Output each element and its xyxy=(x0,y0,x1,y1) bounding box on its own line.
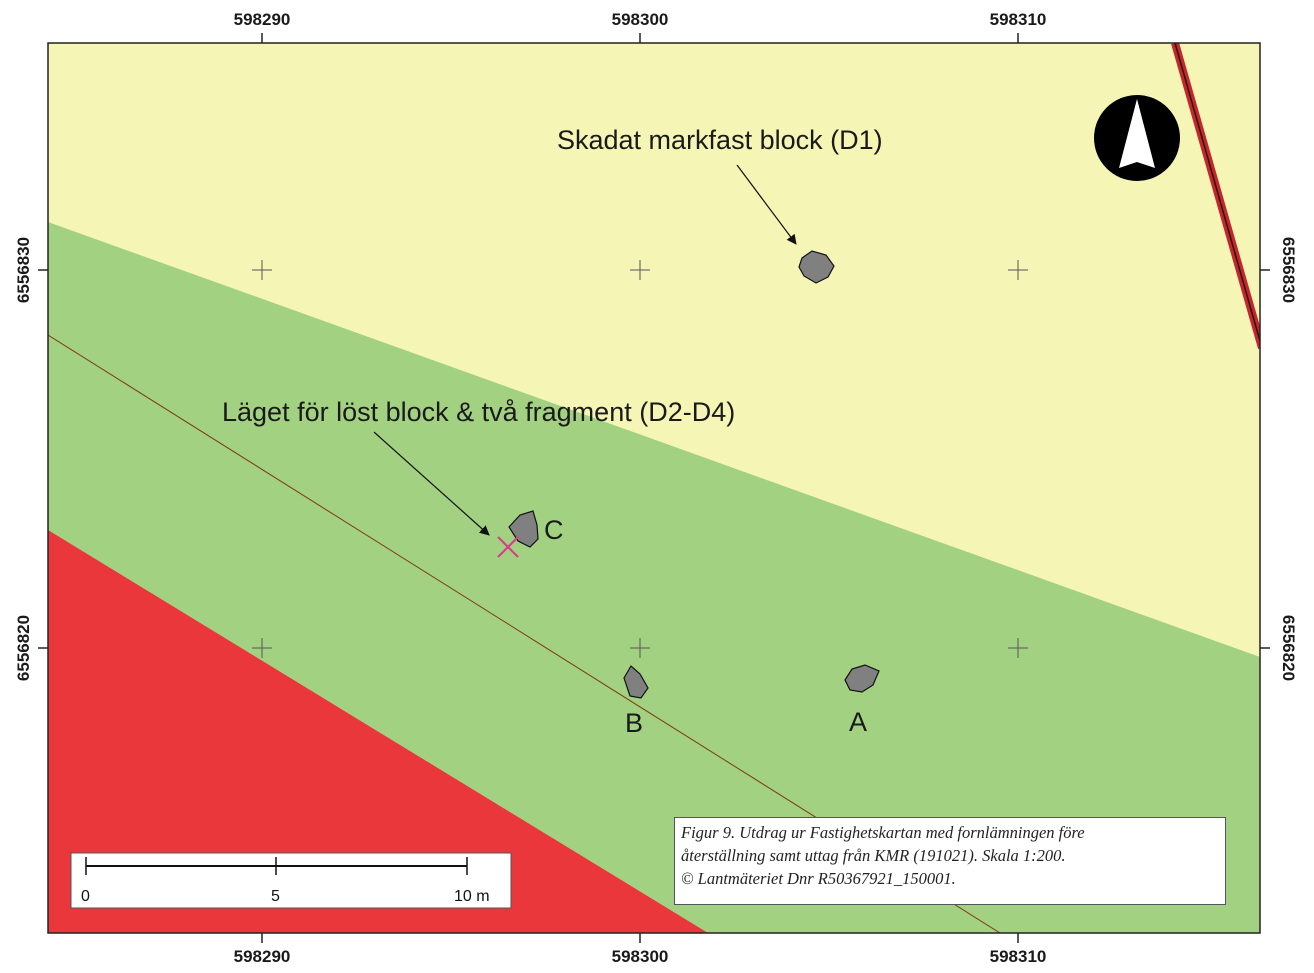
x-label-top-2: 598300 xyxy=(612,10,669,29)
label-loose: Läget för löst block & två fragment (D2-… xyxy=(222,397,735,427)
label-block-c: C xyxy=(544,515,564,545)
scale-tick-10: 10 m xyxy=(454,888,490,905)
x-label-top-1: 598290 xyxy=(234,10,291,29)
block-d1 xyxy=(798,250,835,284)
map-frame xyxy=(47,42,1261,934)
scale-bar: 0 5 10 m xyxy=(70,852,512,909)
red-zone xyxy=(48,530,708,933)
y-label-left-1: 6556830 xyxy=(14,237,33,303)
caption-line-3: © Lantmäteriet Dnr R50367921_150001. xyxy=(681,869,956,888)
y-label-right-2: 6556820 xyxy=(1279,615,1298,681)
arrow-d1 xyxy=(736,164,797,245)
x-label-top-3: 598310 xyxy=(990,10,1047,29)
scale-tick-5: 5 xyxy=(271,888,280,905)
label-block-a: A xyxy=(849,707,867,737)
y-label-left-2: 6556820 xyxy=(14,615,33,681)
x-label-bottom-3: 598310 xyxy=(990,947,1047,966)
block-b xyxy=(623,665,649,699)
scale-tick-0: 0 xyxy=(81,888,90,905)
frame-ticks xyxy=(38,33,1270,943)
x-label-bottom-1: 598290 xyxy=(234,947,291,966)
x-label-bottom-2: 598300 xyxy=(612,947,669,966)
label-d1: Skadat markfast block (D1) xyxy=(557,125,883,155)
block-a xyxy=(844,664,880,693)
road xyxy=(1171,43,1260,350)
arrow-loose xyxy=(373,431,490,536)
grid-crosses xyxy=(252,260,1028,658)
north-arrow-icon xyxy=(1094,95,1180,181)
caption-line-2: återställning samt uttag från KMR (19102… xyxy=(681,846,1066,865)
label-block-b: B xyxy=(625,708,643,738)
y-label-right-1: 6556830 xyxy=(1279,237,1298,303)
x-marker-icon xyxy=(497,536,519,558)
map-area: Skadat markfast block (D1) Läget för lös… xyxy=(48,43,1260,933)
figure-caption: Figur 9. Utdrag ur Fastighetskartan med … xyxy=(674,817,1226,905)
caption-line-1: Figur 9. Utdrag ur Fastighetskartan med … xyxy=(681,823,1085,842)
